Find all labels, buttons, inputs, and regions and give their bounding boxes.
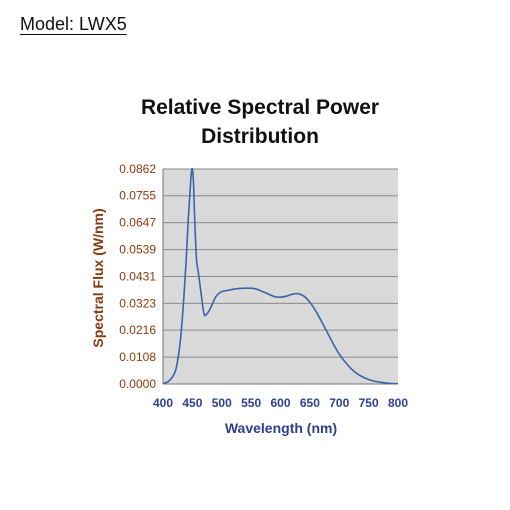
y-tick-label: 0.0431	[119, 270, 156, 284]
y-tick-label: 0.0539	[119, 243, 156, 257]
y-tick-label: 0.0216	[119, 323, 156, 337]
x-tick-label: 600	[270, 396, 290, 410]
x-tick-label: 650	[300, 396, 320, 410]
x-axis-label: Wavelength (nm)	[225, 420, 337, 436]
spectral-flux-line	[162, 167, 399, 385]
y-tick-label: 0.0755	[119, 189, 156, 203]
y-axis-label: Spectral Flux (W/nm)	[90, 208, 106, 347]
y-tick-label: 0.0108	[119, 350, 156, 364]
chart-title-line-2: Distribution	[201, 125, 319, 148]
x-tick-label: 500	[212, 396, 232, 410]
y-tick-label: 0.0000	[119, 377, 156, 391]
y-tick-labels: 0.0000 0.0108 0.0216 0.0323 0.0431 0.0539 0.06…	[119, 162, 156, 391]
model-label: Model: LWX5	[20, 14, 127, 34]
y-tick-label: 0.0862	[119, 162, 156, 176]
chart-title-line-1: Relative Spectral Power	[141, 96, 379, 119]
x-tick-label: 450	[182, 396, 202, 410]
y-tick-label: 0.0323	[119, 296, 156, 310]
y-tick-label: 0.0647	[119, 216, 156, 230]
axes	[162, 169, 398, 385]
x-tick-label: 550	[241, 396, 261, 410]
x-tick-label: 750	[359, 396, 379, 410]
x-tick-label: 800	[388, 396, 408, 410]
x-tick-labels: 400 450 500 550 600 650 700 750 800	[153, 396, 408, 410]
x-tick-label: 700	[329, 396, 349, 410]
x-tick-label: 400	[153, 396, 173, 410]
